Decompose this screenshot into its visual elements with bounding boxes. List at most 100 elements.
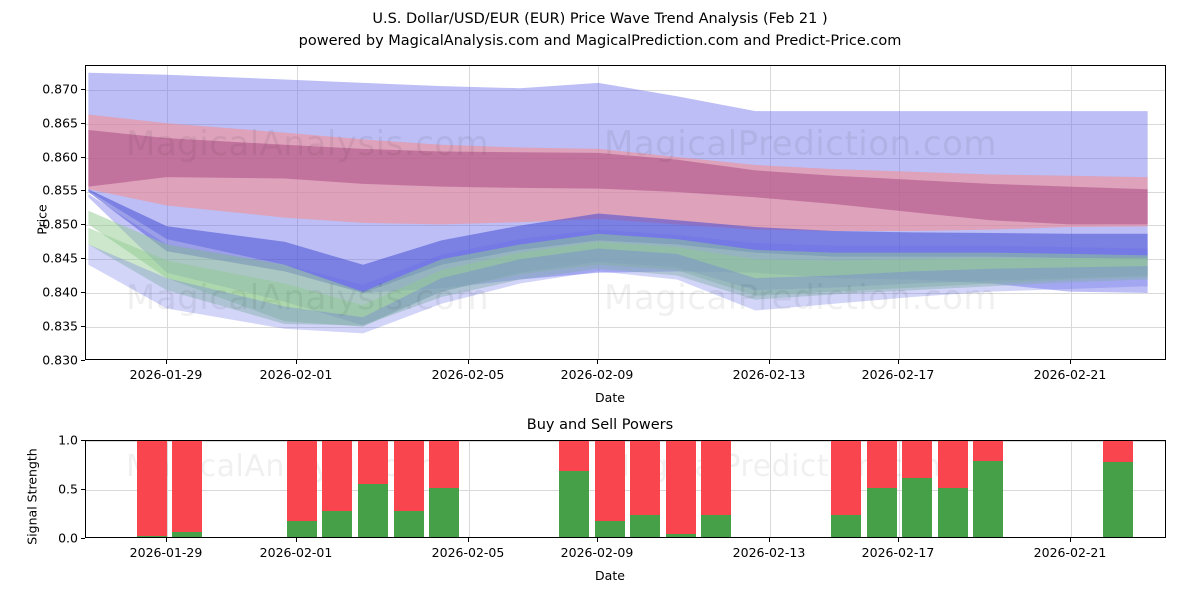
signal-strength-bar[interactable] xyxy=(701,441,731,537)
sell-power-segment xyxy=(666,441,696,535)
signal-strength-bar[interactable] xyxy=(172,441,202,537)
wave-band xyxy=(88,227,1148,326)
sell-power-segment xyxy=(394,441,424,511)
signal-strength-bar[interactable] xyxy=(358,441,388,537)
price-wave-chart-panel: MagicalAnalysis.com MagicalPrediction.co… xyxy=(85,65,1166,360)
signal-strength-bar[interactable] xyxy=(394,441,424,537)
sell-power-segment xyxy=(322,441,352,511)
gridline-vertical xyxy=(167,66,168,359)
y-axis-tick-mark xyxy=(81,489,85,490)
x-axis-tick-label: 2026-02-13 xyxy=(732,545,806,560)
x-axis-tick-label: 2026-02-09 xyxy=(560,545,634,560)
y-axis-tick-mark xyxy=(81,440,85,441)
y-axis-tick-mark xyxy=(81,88,85,90)
sell-power-segment xyxy=(559,441,589,472)
buy-power-segment xyxy=(429,488,459,537)
date-axis-label-bottom: Date xyxy=(595,568,625,583)
sell-power-segment xyxy=(172,441,202,533)
x-axis-tick-label: 2026-02-05 xyxy=(431,367,505,382)
signal-strength-bar[interactable] xyxy=(322,441,352,537)
signal-strength-bar[interactable] xyxy=(429,441,459,537)
y-axis-tick-label: 0.865 xyxy=(42,115,78,131)
buy-power-segment xyxy=(559,471,589,537)
buy-power-segment xyxy=(137,536,167,537)
signal-strength-bar[interactable] xyxy=(559,441,589,537)
buy-power-segment xyxy=(938,488,968,537)
price-wave-bands xyxy=(88,72,1148,334)
x-axis-tick-label: 2026-02-01 xyxy=(259,367,333,382)
signal-strength-bar[interactable] xyxy=(137,441,167,537)
x-axis-tick-label: 2026-02-17 xyxy=(861,367,935,382)
x-axis-tick-label: 2026-02-17 xyxy=(861,545,935,560)
y-axis-tick-mark xyxy=(81,292,85,294)
gridline-vertical xyxy=(770,441,771,537)
buy-power-segment xyxy=(902,478,932,537)
x-axis-tick-mark xyxy=(296,360,297,364)
signal-strength-bar[interactable] xyxy=(1103,441,1133,537)
y-axis-tick-label: 0.845 xyxy=(42,250,78,266)
y-axis-tick-label: 1.0 xyxy=(58,432,78,448)
y-axis-tick-mark xyxy=(81,538,85,539)
signal-strength-bar[interactable] xyxy=(630,441,660,537)
chart-title-block: U.S. Dollar/USD/EUR (EUR) Price Wave Tre… xyxy=(0,8,1200,52)
price-axis-label: Price xyxy=(34,204,50,235)
x-axis-tick-label: 2026-01-29 xyxy=(129,545,203,560)
y-axis-tick-label: 0.870 xyxy=(42,81,78,97)
buy-sell-powers-panel: MagicalAnalysis.com MagicalPrediction.co… xyxy=(85,440,1166,538)
sell-power-segment xyxy=(938,441,968,488)
x-axis-tick-mark xyxy=(898,538,899,542)
sell-power-segment xyxy=(831,441,861,516)
y-axis-tick-label: 0.830 xyxy=(42,352,78,368)
buy-power-segment xyxy=(172,532,202,537)
x-axis-tick-label: 2026-02-01 xyxy=(259,545,333,560)
x-axis-tick-label: 2026-02-21 xyxy=(1033,367,1107,382)
x-axis-tick-label: 2026-02-05 xyxy=(431,545,505,560)
sell-power-segment xyxy=(358,441,388,485)
wave-band xyxy=(88,114,1148,231)
signal-strength-bar[interactable] xyxy=(973,441,1003,537)
buy-power-segment xyxy=(630,515,660,537)
gridline-vertical xyxy=(469,441,470,537)
signal-strength-bar[interactable] xyxy=(902,441,932,537)
gridline-vertical xyxy=(1071,441,1072,537)
signal-strength-bar[interactable] xyxy=(938,441,968,537)
gridline-horizontal xyxy=(86,89,1165,91)
x-axis-tick-mark xyxy=(468,360,469,364)
buy-power-segment xyxy=(1103,461,1133,537)
signal-strength-bar[interactable] xyxy=(287,441,317,537)
y-axis-tick-mark xyxy=(81,122,85,124)
y-axis-tick-label: 0.840 xyxy=(42,284,78,300)
signal-strength-bar[interactable] xyxy=(867,441,897,537)
wave-band xyxy=(88,210,1148,327)
page-subtitle: powered by MagicalAnalysis.com and Magic… xyxy=(298,33,902,49)
signal-strength-bar[interactable] xyxy=(595,441,625,537)
buy-power-segment xyxy=(322,510,352,537)
y-axis-tick-label: 0.0 xyxy=(58,530,78,546)
signal-strength-bar[interactable] xyxy=(831,441,861,537)
buy-power-segment xyxy=(287,521,317,537)
signal-strength-bar[interactable] xyxy=(666,441,696,537)
sell-power-segment xyxy=(701,441,731,516)
x-axis-tick-mark xyxy=(597,360,598,364)
gridline-vertical xyxy=(899,441,900,537)
wave-band xyxy=(88,244,1148,334)
x-axis-tick-label: 2026-02-21 xyxy=(1033,545,1107,560)
sell-power-segment xyxy=(429,441,459,488)
x-axis-tick-label: 2026-02-13 xyxy=(732,367,806,382)
sell-power-segment xyxy=(973,441,1003,461)
wave-band xyxy=(88,129,1148,225)
sell-power-segment xyxy=(867,441,897,488)
x-axis-tick-mark xyxy=(1070,360,1071,364)
buy-sell-powers-title: Buy and Sell Powers xyxy=(526,417,674,433)
date-axis-label-top: Date xyxy=(595,390,625,405)
buy-power-segment xyxy=(831,515,861,537)
sell-power-segment xyxy=(595,441,625,522)
sell-power-segment xyxy=(630,441,660,516)
sell-power-segment xyxy=(287,441,317,522)
x-axis-tick-mark xyxy=(898,360,899,364)
x-axis-tick-label: 2026-01-29 xyxy=(129,367,203,382)
y-axis-tick-mark xyxy=(81,360,85,361)
gridline-horizontal xyxy=(86,441,1165,442)
y-axis-tick-mark xyxy=(81,190,85,192)
